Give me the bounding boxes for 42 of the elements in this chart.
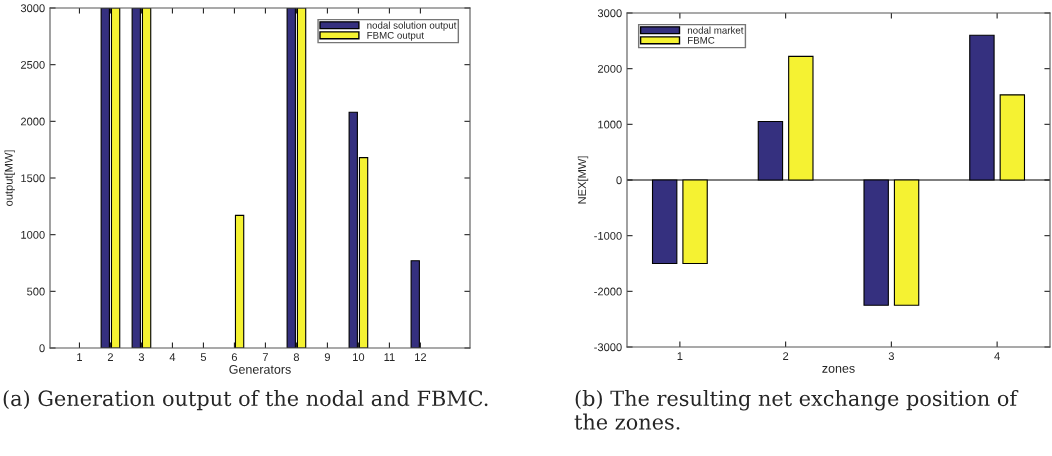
x-tick-label: 4 [169, 353, 176, 361]
x-tick-label: 1 [77, 353, 82, 361]
x-tick-label: 9 [324, 353, 330, 362]
x-tick-label: 5 [200, 353, 207, 362]
legend-label: FBMC output [367, 31, 424, 41]
x-tick-label: 8 [293, 353, 300, 362]
x-tick-label: 10 [353, 353, 365, 362]
text: (a) Generation output of the nodal and FBMC. [3, 390, 488, 411]
x-axis-title: Generators [229, 364, 291, 374]
y-tick-label: -3000 [594, 343, 622, 352]
y-tick-label: 1000 [598, 120, 622, 129]
bar [234, 214, 245, 348]
y-tick-label: 1500 [21, 174, 45, 183]
legend-label: nodal solution output [367, 21, 457, 31]
y-tick-label: 2000 [597, 64, 622, 73]
x-tick-label: 11 [384, 353, 395, 361]
x-axis-title: zones [822, 365, 855, 373]
y-axis-title: output[MW] [4, 150, 15, 206]
y-axis-title: NEX[MW] [577, 156, 589, 204]
bar [410, 260, 420, 348]
y-tick-label: 3000 [597, 9, 622, 18]
x-tick-label: 4 [994, 352, 1000, 360]
legend-label: FBMC [688, 36, 715, 44]
x-tick-label: 2 [107, 353, 113, 361]
x-tick-label: 12 [415, 353, 427, 361]
y-tick-label: 2000 [20, 117, 45, 126]
x-tick-label: 3 [138, 353, 145, 362]
y-tick-label: 0 [39, 344, 45, 353]
x-tick-label: 7 [262, 353, 268, 361]
text: (b) The resulting net exchange position of the zones. [574, 390, 1019, 430]
y-tick-label: -1000 [594, 231, 622, 240]
y-tick-label: 500 [27, 287, 45, 296]
x-tick-label: 1 [677, 352, 683, 360]
y-tick-label: -2000 [594, 287, 622, 296]
y-tick-label: 2500 [20, 60, 45, 69]
x-tick-label: 3 [888, 352, 894, 361]
x-tick-label: 6 [231, 353, 238, 362]
x-tick-label: 2 [783, 352, 789, 360]
y-tick-label: 1000 [21, 230, 45, 239]
legend-label: nodal market [687, 26, 744, 34]
y-tick-label: 0 [616, 176, 622, 185]
y-tick-label: 3000 [20, 4, 45, 13]
